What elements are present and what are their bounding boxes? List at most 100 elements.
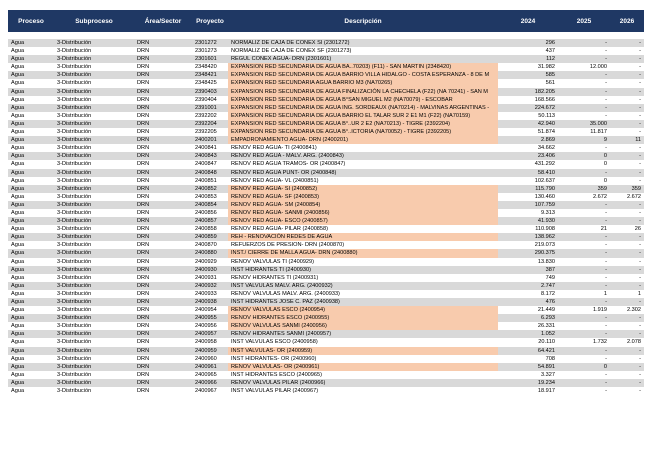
table-cell: 2400870	[195, 242, 217, 249]
table-row: Agua 3-Distribución DRN 2400929 RENOV VALVUL…	[8, 258, 644, 266]
table-cell: 3-Distribución	[57, 371, 92, 378]
amount-cell: -	[610, 32, 644, 48]
table-row: Agua 3-Distribución DRN 2400966 RENOV VALVUL…	[8, 378, 644, 388]
table-row: Agua 3-Distribución DRN 2392202 EXPANSION RE…	[8, 111, 644, 120]
table-cell: 2400965	[195, 371, 217, 378]
table-cell: NORMALIZ DE CAJA DE CONEX SF (2301273)	[231, 48, 352, 55]
table-cell: Agua	[8, 103, 54, 112]
table-cell: INST VALVULAS ESCO (2400958)	[231, 339, 318, 346]
table-cell: EXPANSION RED SECUNDARIA DE AGUA FINALIZ…	[228, 87, 498, 96]
table-cell: 3-Distribución	[57, 161, 92, 168]
amount-cell: 107.759	[498, 200, 558, 209]
amount-cell: 168.566	[534, 96, 555, 103]
table-cell: 3-Distribución	[57, 193, 92, 200]
table-cell: DRN	[134, 168, 192, 177]
table-cell: DRN	[134, 103, 192, 112]
table-cell: 2400929	[195, 258, 217, 265]
table-cell: EXPANSION RED SECUNDARIA DE AGUA B°..UR …	[228, 119, 498, 129]
table-cell: Agua	[11, 226, 25, 233]
amount-cell: -	[639, 48, 641, 55]
table-cell: 2400932	[192, 281, 228, 290]
table-cell: RENOV RED AGUA - MALV. ARG. (2400843)	[228, 152, 498, 161]
table-cell: Agua	[11, 290, 25, 297]
table-cell: DRN	[134, 233, 192, 242]
table-cell: 3-Distribución	[57, 242, 92, 249]
table-cell: Agua	[11, 242, 25, 249]
table-cell: EXPANSION RED SECUNDARIA AGUA BARRIO M3 …	[228, 79, 498, 88]
table-cell: RENOV HIDRANTES SANMI (2400957)	[228, 330, 498, 339]
table-cell: RENOV RED AGUA- SI (2400852)	[228, 184, 498, 193]
table-cell: Agua	[11, 161, 25, 168]
table-cell: Agua	[11, 193, 25, 200]
table-cell: Agua	[8, 330, 54, 339]
amount-cell: 11.817	[590, 129, 607, 136]
amount-cell: 13.830	[537, 258, 555, 265]
amount-cell: -	[605, 274, 607, 281]
table-cell: 3-Distribución	[54, 298, 134, 307]
table-cell: DRN	[134, 71, 192, 80]
table-row: Agua 3-Distribución DRN 2400858 RENOV RED AG…	[8, 225, 644, 233]
table-cell: DRN	[134, 136, 192, 145]
table-cell: EXPANSION RED SECUNDARIA DE AGUA BARRIO …	[228, 111, 498, 120]
table-cell: REGUL CONEX AGUA- DRN (2301601)	[228, 55, 498, 64]
amount-cell: -	[639, 145, 641, 152]
table-cell: DRN	[137, 355, 150, 362]
table-cell: Agua	[11, 355, 25, 362]
table-cell: 2400961	[192, 362, 228, 371]
table-cell: 3-Distribución	[57, 355, 92, 362]
table-cell: Agua	[11, 177, 25, 184]
amount-cell: 19.234	[498, 378, 558, 388]
amount-cell: -	[639, 177, 641, 184]
amount-cell: -	[639, 388, 641, 395]
amount-cell: 431.292	[534, 161, 555, 168]
table-cell: 2400858	[195, 226, 217, 233]
table-row: Agua 3-Distribución DRN 2400957 RENOV HIDRAN…	[8, 330, 644, 339]
amount-cell: 2.869	[498, 136, 558, 145]
table-cell: DRN	[134, 314, 192, 323]
table-cell: DRN	[137, 274, 150, 281]
amount-cell: -	[558, 298, 610, 307]
table-cell: REH - RENOVACIÓN REDES DE AGUA	[228, 233, 498, 242]
amount-cell: -	[639, 274, 641, 281]
amount-cell: 58.410	[498, 168, 558, 177]
table-cell: RENOV RED AGUA- ESCO (2400857)	[228, 217, 498, 226]
table-cell: INST HIDRANTES TI (2400930)	[228, 265, 498, 274]
table-cell: RENOV RED AGUA- SANMI (2400856)	[228, 208, 498, 218]
amount-cell: -	[639, 371, 641, 378]
table-cell: DRN	[134, 330, 192, 339]
table-cell: Agua	[8, 378, 54, 388]
table-row: Agua 3-Distribución DRN 2348420 EXPANSION RE…	[8, 63, 644, 72]
table-cell: 2400853	[195, 193, 217, 200]
amount-cell: -	[558, 55, 610, 64]
table-cell: 2400880	[192, 249, 228, 258]
table-cell: 2400847	[195, 161, 217, 168]
table-cell: 2400954	[195, 307, 217, 314]
table-cell: RENOV VALVULAS TI (2400929)	[231, 258, 315, 265]
table-cell: NORMALIZ DE CAJA DE CONEX SI (2301272)	[228, 32, 498, 48]
table-row: Agua 3-Distribución DRN 2301601 REGUL CONEX …	[8, 55, 644, 64]
table-cell: 3-Distribución	[54, 32, 134, 48]
amount-cell: 387	[498, 265, 558, 274]
table-cell: 3-Distribución	[54, 378, 134, 388]
amount-cell: -	[639, 80, 641, 87]
table-cell: EXPANSION RED SECUNDARIA DE AGUA BARRIO …	[228, 71, 498, 80]
table-cell: DRN	[137, 64, 150, 71]
table-cell: DRN	[137, 209, 150, 216]
table-cell: 2400841	[195, 145, 217, 152]
table-cell: RENOV HIDRANTES TI (2400931)	[231, 274, 319, 281]
table-cell: 3-Distribución	[54, 314, 134, 323]
amount-cell: -	[558, 314, 610, 323]
table-cell: 2400938	[192, 298, 228, 307]
table-cell: Agua	[8, 233, 54, 242]
table-cell: RENOV RED AGUA- SF (2400853)	[228, 192, 498, 201]
table-cell: DRN	[134, 362, 192, 371]
table-cell: DRN	[134, 346, 192, 355]
table-cell: DRN	[134, 32, 192, 48]
table-cell: DRN	[134, 378, 192, 388]
table-cell: Agua	[11, 209, 25, 216]
table-cell: 3-Distribución	[57, 145, 92, 152]
table-cell: 2400852	[192, 184, 228, 193]
table-cell: 3-Distribución	[57, 226, 92, 233]
table-cell: DRN	[134, 119, 192, 129]
amount-cell: -	[610, 168, 644, 177]
